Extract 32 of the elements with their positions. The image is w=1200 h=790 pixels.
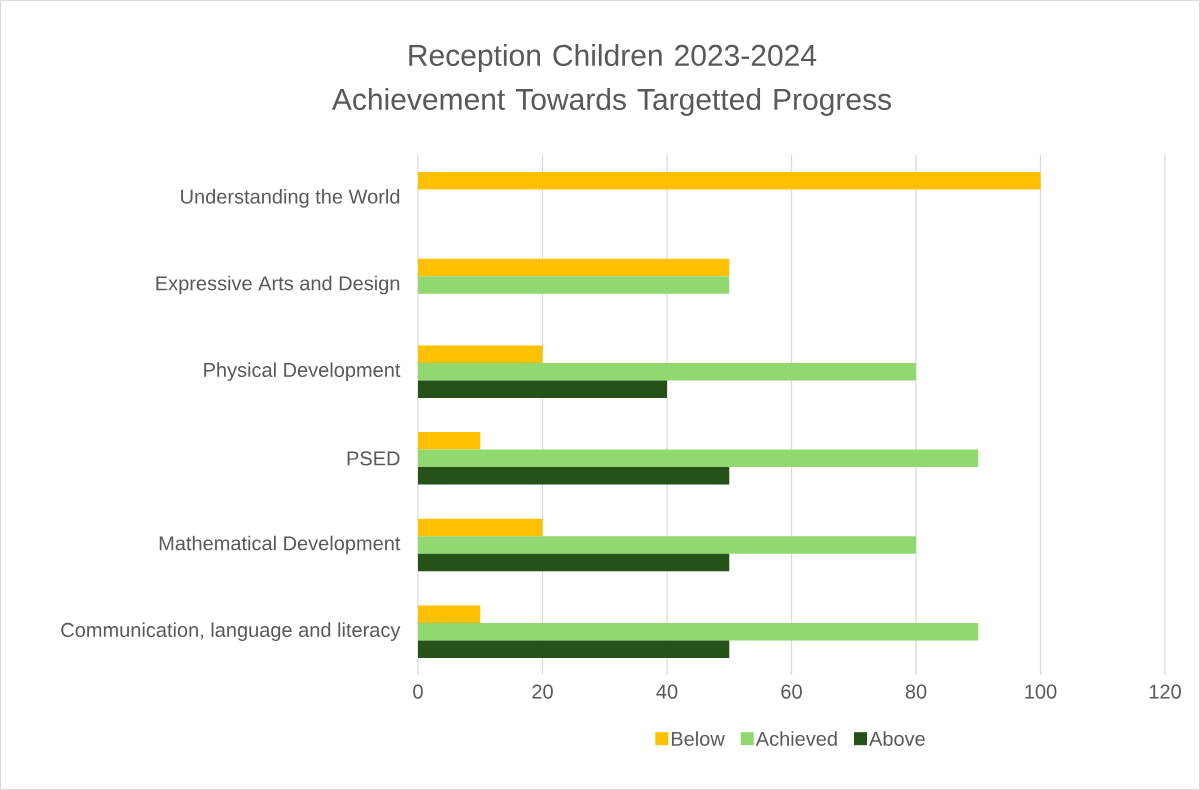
bar bbox=[418, 432, 481, 450]
y-tick-label: Communication, language and literacy bbox=[61, 622, 401, 641]
bar bbox=[418, 536, 917, 554]
y-tick-label: PSED bbox=[347, 451, 400, 466]
bar bbox=[418, 467, 730, 485]
bar bbox=[418, 449, 979, 468]
legend-label: Above bbox=[869, 731, 925, 746]
bar bbox=[418, 640, 730, 658]
bar bbox=[418, 362, 917, 381]
y-tick-label: Understanding the World bbox=[181, 189, 400, 208]
y-tick-label: Physical Development bbox=[204, 362, 401, 381]
bar bbox=[418, 276, 730, 294]
bar bbox=[418, 172, 1041, 190]
x-tick-label: 60 bbox=[781, 684, 802, 699]
bar bbox=[418, 380, 667, 398]
bar bbox=[418, 622, 979, 641]
bar bbox=[418, 553, 730, 572]
bar bbox=[418, 345, 543, 363]
x-tick-label: 100 bbox=[1025, 684, 1057, 699]
x-tick-label: 120 bbox=[1149, 684, 1181, 699]
bar bbox=[418, 518, 543, 537]
legend-label: Below bbox=[671, 731, 725, 746]
bar bbox=[418, 605, 481, 623]
x-tick-label: 0 bbox=[413, 684, 423, 699]
x-tick-label: 40 bbox=[656, 684, 678, 699]
legend-label: Achieved bbox=[755, 731, 837, 746]
bar bbox=[418, 258, 730, 277]
chart-title: Reception Children 2023-2024 Achievement Towards Targetted Progress bbox=[331, 44, 891, 116]
y-tick-label: Mathematical Development bbox=[159, 535, 401, 555]
x-tick-label: 20 bbox=[532, 684, 553, 699]
x-tick-label: 80 bbox=[905, 684, 927, 699]
y-tick-label: Expressive Arts and Design bbox=[156, 275, 400, 295]
